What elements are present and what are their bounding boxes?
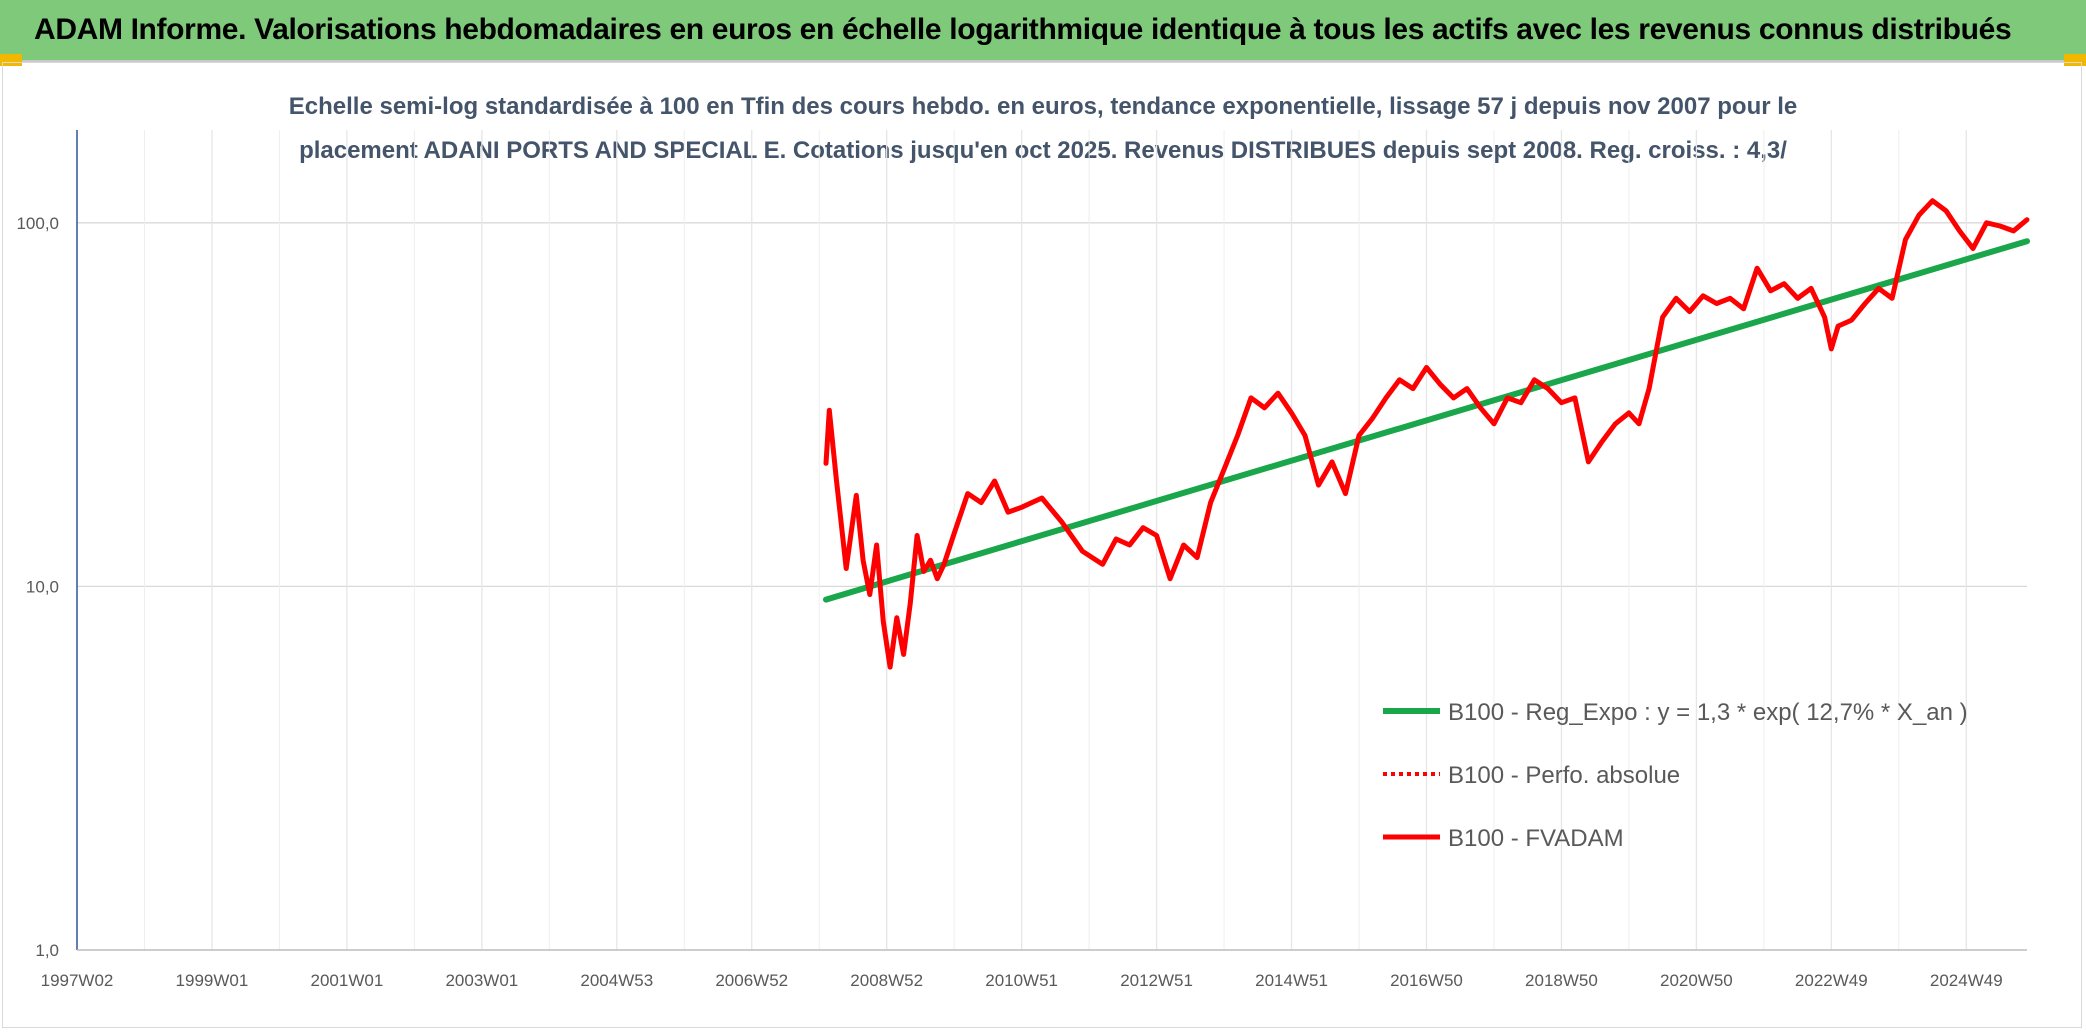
y-tick-label: 10,0 [26,577,59,596]
x-tick-label: 2014W51 [1255,971,1328,990]
legend-label-1: B100 - Reg_Expo : y = 1,3 * exp( 12,7% *… [1448,699,1968,726]
chart-frame [2,62,2082,1028]
x-tick-label: 2004W53 [580,971,653,990]
y-tick-label: 100,0 [16,214,59,233]
legend-label-2: B100 - Perfo. absolue [1448,762,1680,789]
axes: 1,0 10,0 100,0 1997W02 1999W01 2001W01 2003W01… [16,130,2027,990]
series [823,198,2030,670]
x-tick-label: 2024W49 [1930,971,2003,990]
legend-label-3: B100 - FVADAM [1448,825,1624,852]
series-line-1 [823,238,2030,603]
chart-subtitle: placement ADANI PORTS AND SPECIAL E. Cot… [299,137,1787,164]
corner-marker-top-right [2064,54,2086,66]
x-tick-label: 2008W52 [850,971,923,990]
x-tick-label: 2020W50 [1660,971,1733,990]
corner-marker-top-left [0,54,22,66]
x-tick-label: 1997W02 [41,971,114,990]
page-title: ADAM Informe. Valorisations hebdomadaire… [34,13,2012,46]
chart-title: Echelle semi-log standardisée à 100 en T… [289,93,1798,120]
legend: B100 - Reg_Expo : y = 1,3 * exp( 12,7% *… [1383,699,1968,852]
y-tick-label: 1,0 [35,941,59,960]
x-tick-label: 2022W49 [1795,971,1868,990]
series-line-3 [823,198,2030,670]
header-banner: ADAM Informe. Valorisations hebdomadaire… [0,0,2086,62]
x-tick-label: 2001W01 [311,971,384,990]
x-tick-label: 1999W01 [176,971,249,990]
x-tick-label: 2012W51 [1120,971,1193,990]
gridlines [77,130,2027,951]
x-tick-label: 2016W50 [1390,971,1463,990]
x-tick-label: 2006W52 [715,971,788,990]
x-tick-label: 2003W01 [445,971,518,990]
x-tick-label: 2018W50 [1525,971,1598,990]
x-tick-label: 2010W51 [985,971,1058,990]
